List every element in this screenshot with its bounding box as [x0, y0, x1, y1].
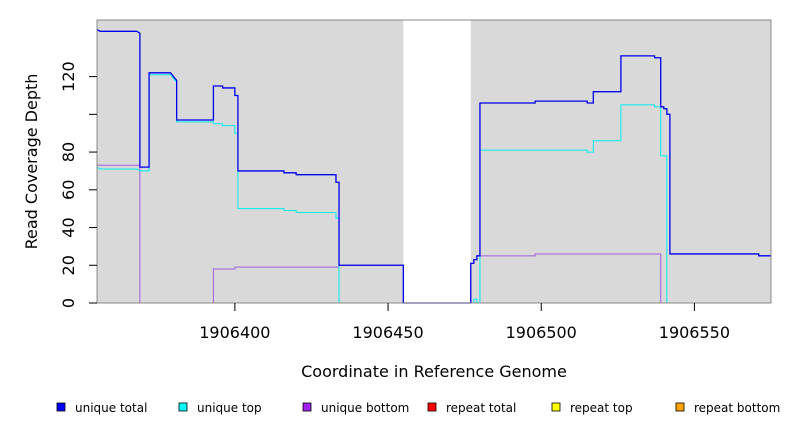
legend-label-unique-top: unique top: [197, 401, 262, 415]
series-line-unique-top: [96, 74, 771, 304]
y-axis: 0 20 40 60 80 120: [59, 61, 97, 308]
x-tick-label: 1906550: [659, 323, 730, 342]
legend-swatch-repeat-top: [551, 402, 561, 412]
y-tick-label: 80: [59, 142, 78, 162]
x-axis: 1906400 1906450 1906500 1906550: [199, 303, 730, 342]
legend-label-unique-bottom: unique bottom: [321, 401, 409, 415]
x-tick-label: 1906450: [352, 323, 423, 342]
legend-swatch-unique-bottom: [302, 402, 312, 412]
plot-frame: [96, 19, 772, 304]
legend-swatch-repeat-bottom: [675, 402, 685, 412]
y-tick-label: 20: [59, 255, 78, 275]
legend-swatch-repeat-total: [427, 402, 437, 412]
y-tick-label: 60: [59, 180, 78, 200]
legend-label-repeat-top: repeat top: [570, 401, 633, 415]
legend-label-repeat-bottom: repeat bottom: [694, 401, 780, 415]
x-tick-label: 1906500: [506, 323, 577, 342]
x-tick-label: 1906400: [199, 323, 270, 342]
legend-label-repeat-total: repeat total: [446, 401, 516, 415]
legend-swatch-unique-total: [56, 402, 66, 412]
y-tick-label: 40: [59, 217, 78, 237]
x-axis-title: Coordinate in Reference Genome: [301, 362, 567, 381]
legend-label-unique-total: unique total: [75, 401, 147, 415]
legend-swatch-unique-top: [178, 402, 188, 412]
y-axis-title: Read Coverage Depth: [22, 74, 41, 250]
legend: unique total unique top unique bottom repea…: [56, 401, 780, 415]
y-tick-label: 120: [59, 61, 78, 92]
y-tick-label: 0: [59, 298, 78, 308]
shaded-region-1: [97, 20, 404, 303]
